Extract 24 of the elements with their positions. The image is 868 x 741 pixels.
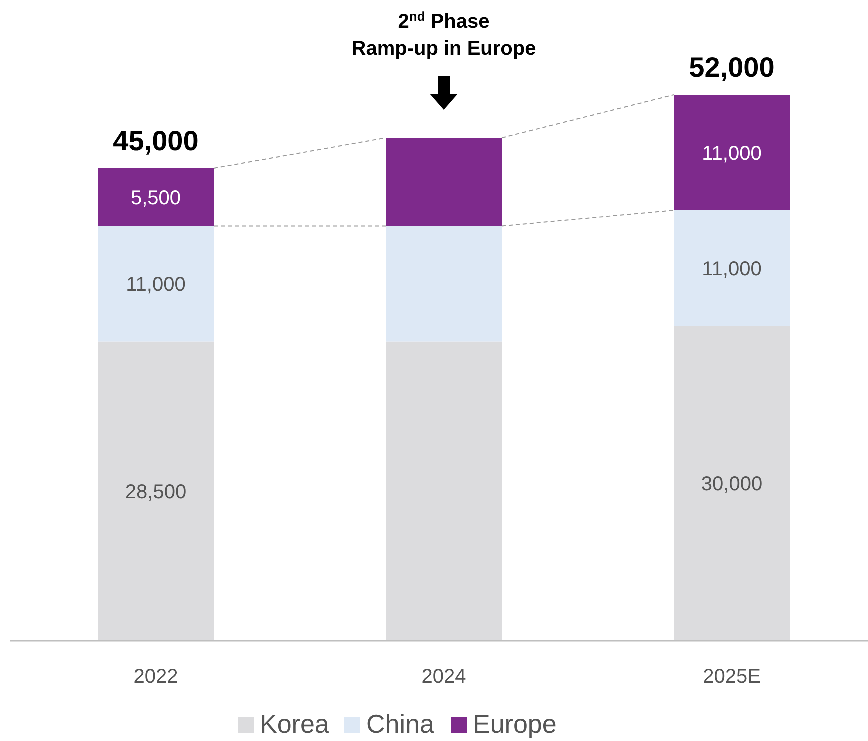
text: 2$^{nd}$ Phase Ramp-up in Europe (352, 8, 536, 60)
bar (98, 168, 214, 226)
legend-label: Korea (260, 709, 330, 739)
bar (386, 342, 502, 641)
bar (386, 138, 502, 226)
x-tick-label: 2025E (703, 666, 761, 688)
bar (98, 226, 214, 342)
bar (98, 342, 214, 641)
data-label: 5,500 (130, 187, 182, 210)
bar (674, 95, 790, 210)
data-label: 11,000 (702, 142, 762, 165)
bar (674, 326, 790, 641)
data-label: 30,000 (701, 474, 763, 496)
legend-label: Europe (473, 709, 557, 739)
total-label: 52,000 (689, 52, 775, 83)
data-label: 11,000 (126, 274, 186, 296)
data-label: 28,500 (125, 481, 187, 504)
bar (386, 226, 502, 342)
bar (674, 210, 790, 326)
data-label: 11,000 (702, 258, 762, 280)
x-tick-label: 2022 (134, 666, 178, 688)
legend-label: China (366, 709, 435, 739)
total-label: 45,000 (113, 126, 199, 156)
x-tick-label: 2024 (422, 666, 466, 688)
